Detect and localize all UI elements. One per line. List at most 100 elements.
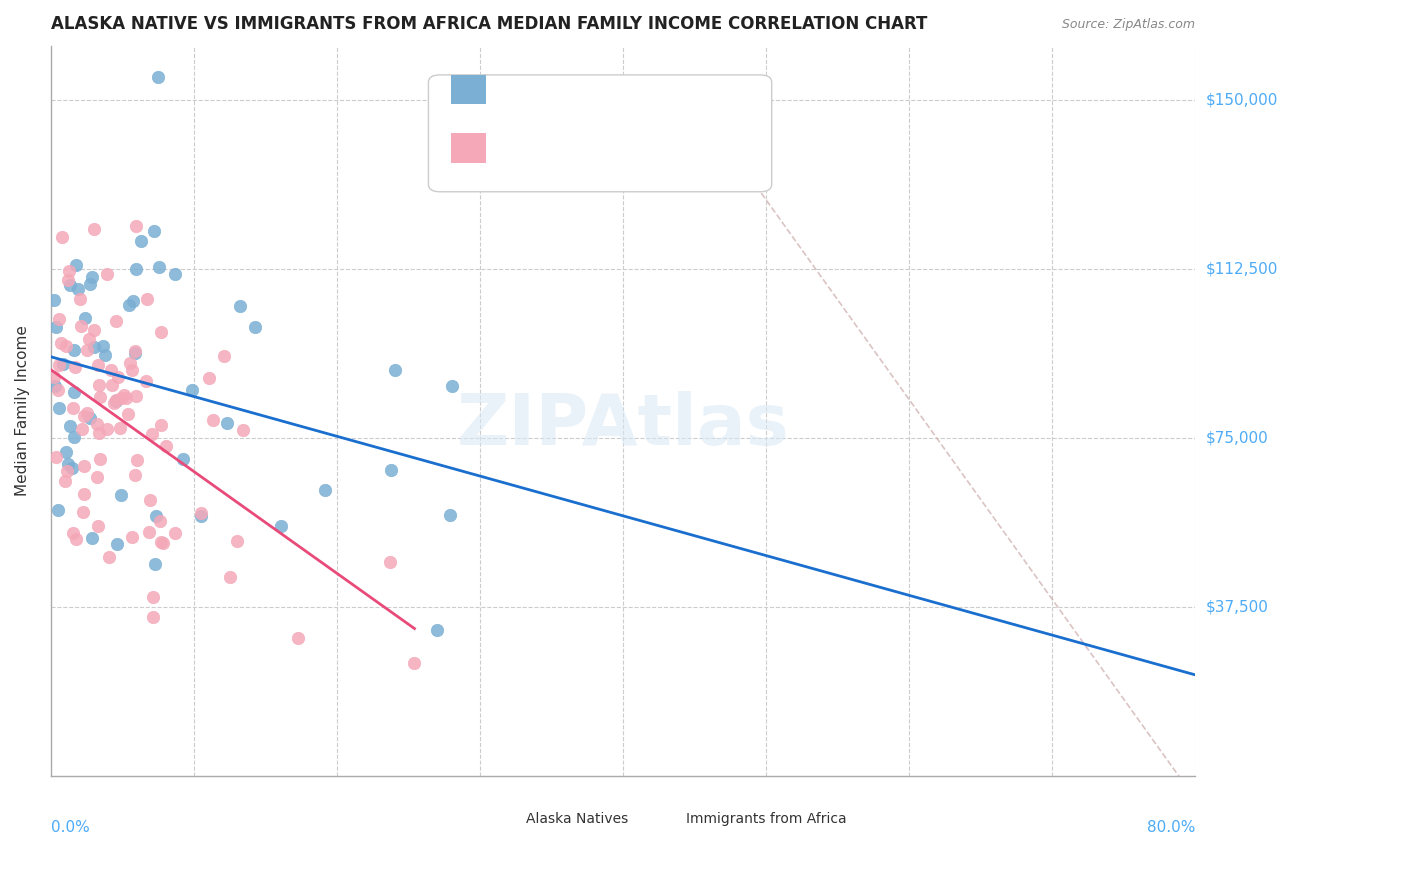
Point	[124, 346, 146, 360]
FancyBboxPatch shape	[429, 75, 772, 192]
Point	[42, 370, 65, 384]
Point	[142, 610, 165, 624]
Point	[150, 535, 173, 549]
Point	[76, 343, 98, 358]
Text: 80.0%: 80.0%	[1147, 820, 1195, 835]
Text: $75,000: $75,000	[1206, 431, 1268, 445]
Point	[72, 487, 94, 501]
Point	[287, 631, 309, 645]
Point	[120, 356, 142, 370]
Point	[190, 509, 212, 524]
Point	[98, 549, 121, 564]
Point	[110, 488, 132, 502]
Point	[69, 292, 91, 306]
Point	[51, 230, 73, 244]
Text: $112,500: $112,500	[1206, 261, 1278, 277]
Point	[145, 508, 167, 523]
Point	[48, 358, 70, 372]
Bar	[451, 75, 485, 104]
Point	[69, 318, 91, 333]
Bar	[451, 133, 485, 162]
Point	[67, 282, 90, 296]
Point	[212, 349, 235, 363]
Point	[440, 378, 463, 392]
Text: Immigrants from Africa: Immigrants from Africa	[686, 812, 846, 826]
Point	[87, 425, 110, 440]
Point	[148, 260, 170, 274]
Point	[48, 312, 70, 326]
Point	[96, 267, 118, 281]
Point	[63, 359, 86, 374]
Text: Source: ZipAtlas.com: Source: ZipAtlas.com	[1062, 18, 1195, 31]
Bar	[485, 809, 520, 827]
Text: ZIPAtlas: ZIPAtlas	[457, 391, 789, 460]
Point	[79, 332, 101, 346]
Text: R = -0.597: R = -0.597	[503, 140, 585, 155]
Point	[104, 392, 127, 407]
Point	[143, 558, 166, 572]
Point	[91, 339, 114, 353]
Point	[46, 384, 69, 398]
Point	[48, 401, 70, 415]
Point	[59, 277, 82, 292]
Point	[107, 370, 129, 384]
Point	[104, 314, 127, 328]
Point	[121, 530, 143, 544]
Point	[87, 358, 110, 372]
Point	[65, 258, 87, 272]
Text: N = 82: N = 82	[634, 140, 692, 155]
Text: 0.0%: 0.0%	[51, 820, 90, 835]
Point	[45, 450, 67, 464]
Point	[45, 320, 67, 334]
Point	[135, 374, 157, 388]
Point	[138, 524, 160, 539]
Point	[439, 508, 461, 522]
Point	[52, 357, 75, 371]
Point	[131, 234, 153, 248]
Point	[225, 533, 247, 548]
Point	[73, 459, 96, 474]
Point	[198, 371, 221, 385]
Point	[136, 292, 159, 306]
Point	[125, 261, 148, 276]
Point	[56, 272, 79, 286]
Point	[384, 362, 406, 376]
Bar	[645, 809, 681, 827]
Point	[110, 392, 132, 406]
Point	[44, 379, 66, 393]
Point	[125, 219, 148, 234]
Y-axis label: Median Family Income: Median Family Income	[15, 326, 30, 496]
Point	[104, 393, 127, 408]
Point	[218, 570, 240, 584]
Point	[87, 519, 110, 533]
Point	[83, 340, 105, 354]
Point	[150, 326, 173, 340]
Point	[103, 396, 125, 410]
Point	[59, 419, 82, 434]
Point	[79, 411, 101, 425]
Point	[93, 348, 115, 362]
Point	[79, 277, 101, 291]
Point	[127, 453, 149, 467]
Point	[63, 343, 86, 358]
Point	[89, 451, 111, 466]
Point	[82, 270, 104, 285]
Point	[141, 426, 163, 441]
Point	[139, 493, 162, 508]
Text: N = 51: N = 51	[634, 82, 692, 97]
Point	[60, 461, 83, 475]
Point	[215, 416, 238, 430]
Point	[118, 298, 141, 312]
Point	[122, 293, 145, 308]
Point	[142, 591, 165, 605]
Point	[75, 311, 97, 326]
Point	[65, 532, 87, 546]
Point	[142, 224, 165, 238]
Point	[404, 657, 426, 671]
Point	[245, 319, 267, 334]
Point	[124, 343, 146, 358]
Point	[89, 378, 111, 392]
Point	[117, 407, 139, 421]
Point	[56, 464, 79, 478]
Point	[55, 445, 77, 459]
